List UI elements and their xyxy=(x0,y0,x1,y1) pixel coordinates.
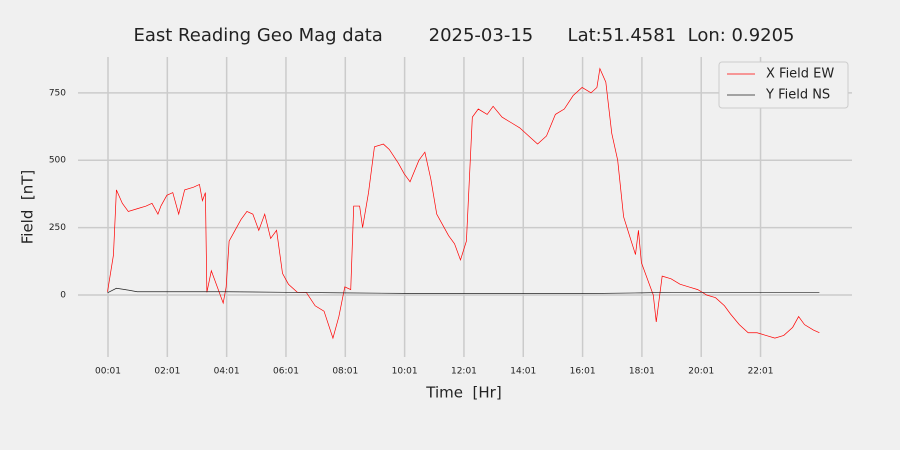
y-tick-label: 500 xyxy=(49,156,66,166)
x-tick-label: 16:01 xyxy=(570,367,596,377)
data-line xyxy=(107,287,820,295)
y-axis-label: Field [nT] xyxy=(19,170,37,245)
y-tick-label: 750 xyxy=(49,88,66,98)
y-tick-label: 250 xyxy=(49,223,66,233)
legend-label: X Field EW xyxy=(766,67,834,82)
x-tick-label: 02:01 xyxy=(154,367,180,377)
x-tick-label: 12:01 xyxy=(451,367,477,377)
grid: 0 250 500 750 00:01 02:01 04:01 06:01 08:01 10:01… xyxy=(49,57,852,377)
x-tick-label: 10:01 xyxy=(392,367,418,377)
y-tick-label: 0 xyxy=(60,291,66,301)
x-tick-label: 22:01 xyxy=(748,367,774,377)
x-tick-label: 04:01 xyxy=(214,367,240,377)
plot-lines xyxy=(107,67,820,340)
chart-title: East Reading Geo Mag data 2025-03-15 Lat… xyxy=(133,25,794,46)
data-line xyxy=(107,67,820,340)
x-axis-label: Time [Hr] xyxy=(425,384,501,402)
x-tick-label: 08:01 xyxy=(332,367,358,377)
x-tick-label: 06:01 xyxy=(273,367,299,377)
x-tick-label: 00:01 xyxy=(95,367,121,377)
legend: X Field EW Y Field NS xyxy=(718,61,849,109)
legend-box xyxy=(718,61,849,109)
x-tick-label: 18:01 xyxy=(629,367,655,377)
x-tick-label: 14:01 xyxy=(510,367,536,377)
legend-label: Y Field NS xyxy=(765,88,830,103)
x-tick-label: 20:01 xyxy=(688,367,714,377)
